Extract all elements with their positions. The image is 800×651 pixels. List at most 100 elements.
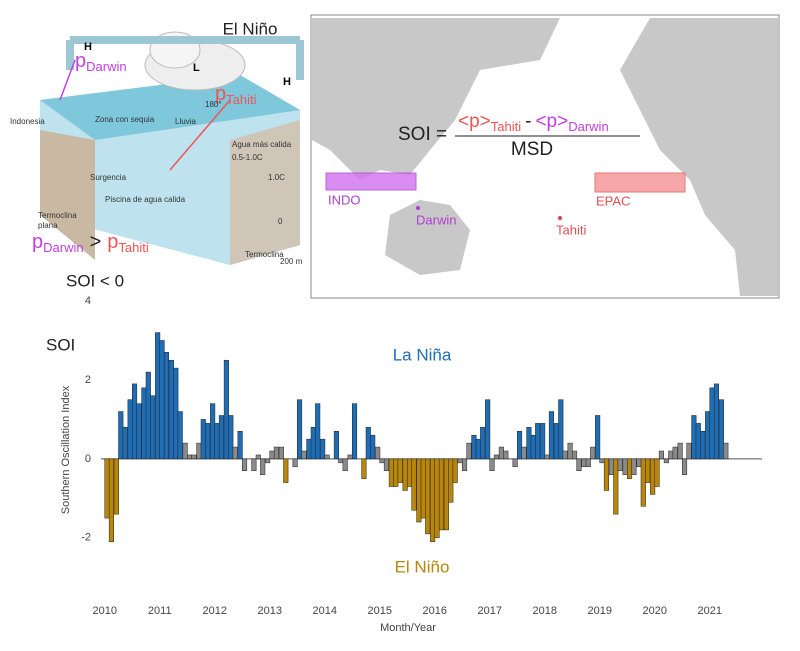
bar bbox=[260, 458, 266, 475]
circulation-arrow bbox=[66, 36, 304, 80]
bar bbox=[503, 450, 509, 460]
formula-lhs: SOI = bbox=[398, 124, 447, 145]
indo-region bbox=[325, 172, 417, 191]
bar bbox=[535, 423, 541, 460]
land bbox=[312, 18, 560, 180]
bar bbox=[627, 458, 633, 479]
bar bbox=[695, 423, 701, 460]
bar bbox=[375, 446, 381, 460]
bar bbox=[718, 399, 724, 460]
bar bbox=[723, 442, 729, 460]
bar bbox=[228, 415, 234, 460]
pressure-label: H bbox=[84, 41, 92, 53]
diagram-label: Lluvia bbox=[175, 117, 196, 126]
bar bbox=[155, 332, 161, 460]
bar bbox=[218, 415, 224, 460]
diagram-title: El Niño bbox=[223, 19, 278, 38]
diagram-label: 200 m bbox=[280, 257, 303, 266]
bar bbox=[544, 454, 550, 460]
bar bbox=[498, 446, 504, 460]
y-axis-label: Southern Oscillation Index bbox=[60, 385, 72, 514]
x-tick-label: 2016 bbox=[423, 605, 447, 617]
land-block bbox=[230, 120, 300, 265]
bar bbox=[677, 442, 683, 460]
bar bbox=[640, 458, 646, 507]
bar bbox=[150, 395, 156, 460]
bar bbox=[448, 458, 454, 503]
bar bbox=[585, 458, 591, 468]
x-tick-label: 2021 bbox=[698, 605, 722, 617]
bar bbox=[383, 458, 389, 471]
bar bbox=[122, 427, 128, 460]
pressure-relation: pDarwin > pTahiti bbox=[32, 231, 149, 255]
diagram-label: 0.5-1.0C bbox=[232, 153, 263, 162]
bar bbox=[306, 438, 312, 460]
diagram-label: plana bbox=[38, 221, 58, 230]
bar bbox=[127, 399, 133, 460]
bar bbox=[177, 411, 183, 460]
bar bbox=[370, 434, 376, 460]
bar bbox=[485, 399, 491, 460]
diagram-label: 1.0C bbox=[268, 173, 285, 182]
bar bbox=[705, 411, 711, 460]
bar bbox=[361, 458, 367, 479]
bar bbox=[388, 458, 394, 487]
bar bbox=[301, 450, 307, 460]
annotation: El Niño bbox=[395, 557, 450, 576]
bar bbox=[709, 387, 715, 460]
bar bbox=[196, 442, 202, 460]
bar bbox=[232, 446, 238, 460]
bar bbox=[430, 458, 436, 543]
bar bbox=[365, 427, 371, 460]
bar bbox=[517, 431, 523, 460]
condition: SOI < 0 bbox=[66, 271, 124, 290]
diagram-label: Termoclina bbox=[38, 211, 77, 220]
pressure-label: H bbox=[283, 76, 291, 88]
bar bbox=[645, 458, 651, 483]
bar bbox=[691, 415, 697, 460]
station-label: Tahiti bbox=[556, 222, 586, 237]
bar bbox=[558, 399, 564, 460]
bar bbox=[269, 450, 275, 460]
bar bbox=[480, 427, 486, 460]
diagram-label: 180° bbox=[205, 100, 222, 109]
bar bbox=[214, 423, 220, 460]
bar bbox=[113, 458, 119, 515]
bar bbox=[622, 458, 628, 475]
bar bbox=[631, 458, 637, 475]
diagram-label: 0 bbox=[278, 217, 283, 226]
bar bbox=[145, 371, 151, 460]
station-dot bbox=[416, 206, 420, 210]
formula-numerator: <p>Tahiti - <p>Darwin bbox=[458, 111, 609, 134]
bar bbox=[475, 438, 481, 460]
bar bbox=[118, 411, 124, 460]
bar bbox=[104, 458, 110, 519]
bar bbox=[590, 446, 596, 460]
bar bbox=[141, 387, 147, 460]
bar bbox=[132, 383, 138, 460]
bar bbox=[352, 403, 358, 460]
bar bbox=[283, 458, 289, 483]
pointer bbox=[59, 59, 76, 101]
bar bbox=[315, 403, 321, 460]
bar bbox=[654, 458, 660, 487]
bar bbox=[333, 431, 339, 460]
station-dot bbox=[558, 216, 562, 220]
bar bbox=[210, 403, 216, 460]
enso-diagram: El Niño H L H pDarwin pTahiti Indonesia … bbox=[10, 19, 304, 290]
bar bbox=[251, 458, 257, 471]
bar bbox=[200, 419, 206, 460]
bar bbox=[493, 454, 499, 460]
bar bbox=[379, 458, 385, 464]
bar bbox=[191, 454, 197, 460]
x-tick-label: 2011 bbox=[148, 605, 172, 617]
x-tick-label: 2012 bbox=[203, 605, 227, 617]
bar bbox=[526, 427, 532, 460]
soi-chart: SOI La Niña El Niño Month/Year Southern … bbox=[46, 295, 762, 634]
bar bbox=[713, 383, 719, 460]
bar bbox=[416, 458, 422, 523]
bar bbox=[292, 458, 298, 468]
diagram-label: Piscina de agua calida bbox=[105, 195, 186, 204]
bar bbox=[548, 411, 554, 460]
bar bbox=[438, 458, 444, 531]
